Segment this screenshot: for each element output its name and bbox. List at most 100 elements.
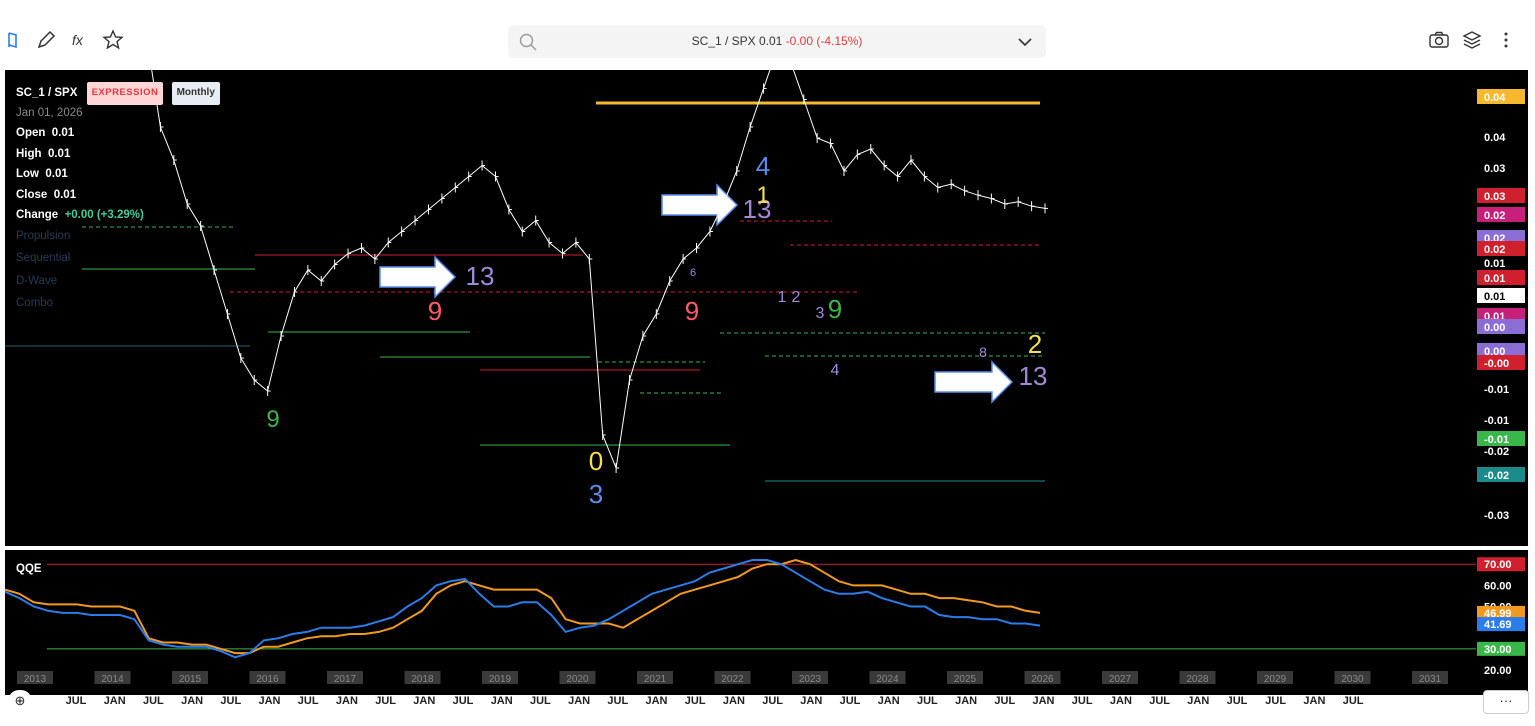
search-icon bbox=[519, 33, 537, 51]
year-label-bg bbox=[94, 671, 131, 684]
indicator-sequential[interactable]: Sequential bbox=[16, 252, 71, 264]
chevron-down-icon[interactable] bbox=[1016, 33, 1034, 51]
y-tick-label: -0.01 bbox=[1484, 384, 1509, 396]
indicator-propulsion[interactable]: Propulsion bbox=[16, 229, 71, 242]
navigation-button[interactable]: ⊕ bbox=[8, 690, 32, 712]
year-label-bg bbox=[249, 671, 286, 684]
qqe-label: QQE bbox=[16, 563, 42, 575]
more-options-button[interactable]: ··· bbox=[1483, 690, 1529, 714]
y-badge-label: 0.04 bbox=[1484, 92, 1506, 104]
month-label: JUL bbox=[66, 695, 87, 707]
more-vertical-icon[interactable] bbox=[1494, 28, 1518, 52]
month-label: JAN bbox=[413, 695, 435, 707]
y-badge bbox=[1477, 431, 1525, 446]
month-label: JAN bbox=[1303, 695, 1325, 707]
qqe-main-line bbox=[4, 559, 1041, 659]
indicator-combo[interactable]: Combo bbox=[16, 297, 54, 309]
count-9-green-a: 9 bbox=[266, 406, 279, 433]
search-symbol: SC_1 / SPX bbox=[691, 34, 756, 48]
legend-change: Change +0.00 (+3.29%) bbox=[16, 205, 220, 226]
year-label-bg bbox=[1257, 671, 1293, 684]
y-badge-label: -0.02 bbox=[1484, 470, 1509, 482]
qqe-badge bbox=[1477, 605, 1525, 620]
y-badge bbox=[1477, 188, 1525, 203]
year-label-bg bbox=[1179, 671, 1216, 684]
count-8-purple: 8 bbox=[979, 344, 987, 360]
month-label: JUL bbox=[1343, 695, 1364, 707]
month-label: JAN bbox=[336, 695, 358, 707]
y-badge-label: 0.01 bbox=[1484, 291, 1505, 303]
book-icon[interactable] bbox=[4, 28, 28, 52]
search-change-pct: (-4.15%) bbox=[816, 34, 863, 48]
y-tick-label: 0.01 bbox=[1484, 258, 1505, 270]
time-axis bbox=[5, 695, 1528, 726]
low-label: Low bbox=[16, 168, 39, 180]
month-label: JAN bbox=[1110, 695, 1132, 707]
interval-tag[interactable]: Monthly bbox=[171, 82, 220, 105]
year-label: 2030 bbox=[1341, 674, 1364, 685]
month-label: JAN bbox=[645, 695, 667, 707]
month-label: JUL bbox=[1265, 695, 1286, 707]
count-2-purple: 2 bbox=[792, 289, 801, 306]
year-label: 2023 bbox=[799, 674, 822, 685]
year-label: 2016 bbox=[256, 674, 279, 685]
qqe-badge-label: 41.69 bbox=[1484, 619, 1512, 631]
star-icon[interactable] bbox=[101, 28, 125, 52]
year-label-bg bbox=[17, 671, 53, 684]
layers-icon[interactable] bbox=[1460, 28, 1484, 52]
year-label: 2019 bbox=[489, 674, 512, 685]
month-label: JUL bbox=[1227, 695, 1248, 707]
month-label: JUL bbox=[762, 695, 783, 707]
month-label: JUL bbox=[1149, 695, 1170, 707]
year-label: 2029 bbox=[1264, 674, 1287, 685]
legend-date: Jan 01, 2026 bbox=[16, 106, 83, 119]
month-label: JUL bbox=[220, 695, 241, 707]
year-label: 2022 bbox=[721, 674, 744, 685]
qqe-badge-label: 70.00 bbox=[1484, 559, 1512, 571]
change-value: +0.00 (+3.29%) bbox=[64, 209, 144, 221]
y-badge bbox=[1477, 467, 1525, 482]
count-9-green-b: 9 bbox=[828, 294, 842, 324]
y-badge-label: 0.02 bbox=[1484, 210, 1505, 222]
price-line bbox=[151, 70, 1046, 470]
count-13-c: 13 bbox=[1019, 361, 1048, 391]
open-value: 0.01 bbox=[51, 127, 75, 139]
qqe-badge bbox=[1477, 617, 1525, 632]
month-label: JAN bbox=[104, 695, 126, 707]
year-label-bg bbox=[482, 671, 518, 684]
month-label: JUL bbox=[840, 695, 861, 707]
function-icon[interactable]: fx bbox=[69, 28, 93, 52]
svg-text:fx: fx bbox=[72, 32, 84, 48]
y-tick-label: -0.01 bbox=[1484, 415, 1509, 427]
y-badge-label: 0.03 bbox=[1484, 191, 1505, 203]
symbol-search-box[interactable]: SC_1 / SPX 0.01 -0.00 (-4.15%) bbox=[508, 25, 1046, 58]
camera-icon[interactable] bbox=[1427, 28, 1451, 52]
year-label: 2026 bbox=[1031, 674, 1054, 685]
expression-tag[interactable]: EXPRESSION bbox=[86, 82, 164, 105]
pencil-icon[interactable] bbox=[34, 28, 58, 52]
year-label: 2013 bbox=[24, 674, 47, 685]
count-1-yellow: 1 bbox=[756, 182, 769, 209]
open-label: Open bbox=[16, 127, 46, 139]
search-price: 0.01 bbox=[758, 34, 783, 48]
search-change: -0.00 bbox=[785, 34, 814, 48]
month-label: JUL bbox=[917, 695, 938, 707]
count-9-red-b: 9 bbox=[685, 296, 699, 326]
indicator-dwave[interactable]: D-Wave bbox=[16, 274, 58, 287]
low-value: 0.01 bbox=[45, 168, 68, 180]
count-3-blue: 3 bbox=[589, 479, 603, 509]
legend-title-row: SC_1 / SPX EXPRESSION Monthly bbox=[16, 82, 220, 105]
qqe-y-tick-label: 60.00 bbox=[1484, 580, 1512, 592]
y-badge-label: -0.01 bbox=[1484, 434, 1509, 446]
month-label: JAN bbox=[491, 695, 513, 707]
y-badge bbox=[1477, 207, 1525, 222]
year-label: 2024 bbox=[876, 674, 899, 685]
legend-high: High 0.01 bbox=[16, 144, 220, 165]
month-label: JAN bbox=[181, 695, 203, 707]
month-label: JAN bbox=[1032, 695, 1054, 707]
main-pane-bg bbox=[5, 70, 1476, 546]
year-label: 2028 bbox=[1186, 674, 1209, 685]
y-badge-label: 0.02 bbox=[1484, 244, 1505, 256]
y-badge-label: -0.00 bbox=[1484, 358, 1509, 370]
